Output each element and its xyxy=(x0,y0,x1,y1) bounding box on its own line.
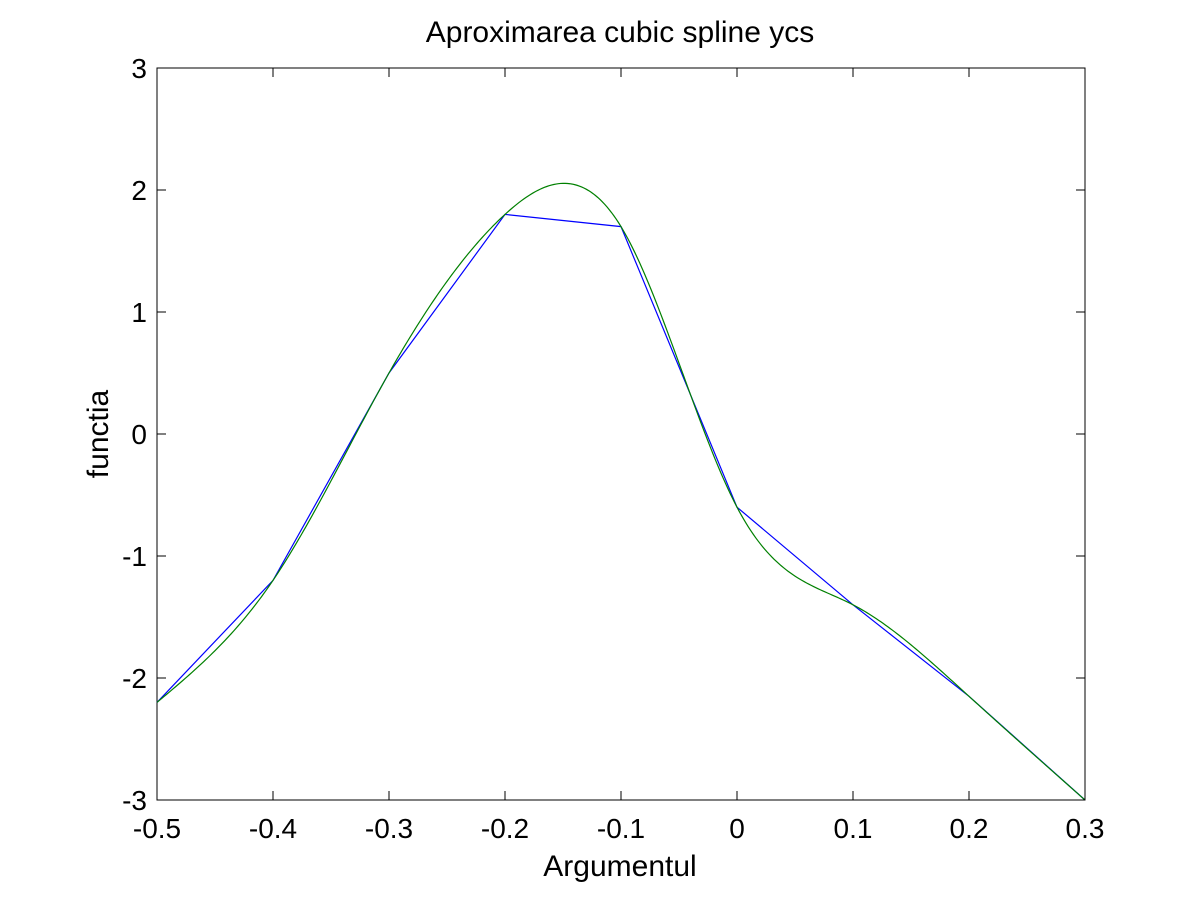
x-tick-label: 0.3 xyxy=(1066,813,1105,844)
chart-title: Aproximarea cubic spline ycs xyxy=(426,16,815,49)
y-tick-label: 3 xyxy=(131,53,147,84)
x-axis-label: Argumentul xyxy=(543,850,696,883)
x-tick-label: -0.1 xyxy=(597,813,645,844)
x-tick-label: -0.5 xyxy=(133,813,181,844)
x-tick-label: -0.3 xyxy=(365,813,413,844)
x-tick-label: 0.2 xyxy=(950,813,989,844)
x-tick-label: -0.4 xyxy=(249,813,297,844)
y-axis-label: functia xyxy=(82,389,115,478)
y-tick-label: 1 xyxy=(131,297,147,328)
series-line-2 xyxy=(156,182,1086,801)
ticks-layer: -0.5 -0.4 -0.3 -0.2 -0.1 0 0.1 0.2 0.3 -3 -2 -1 0 1 2 3 xyxy=(122,53,1104,844)
x-tick-label: -0.2 xyxy=(481,813,529,844)
series-layer xyxy=(156,182,1086,801)
y-tick-label: -3 xyxy=(122,785,147,816)
y-tick-label: -2 xyxy=(122,663,147,694)
y-tick-label: -1 xyxy=(122,541,147,572)
x-tick-label: 0.1 xyxy=(834,813,873,844)
x-tick-label: 0 xyxy=(729,813,745,844)
y-tick-label: 0 xyxy=(131,419,147,450)
y-tick-label: 2 xyxy=(131,175,147,206)
